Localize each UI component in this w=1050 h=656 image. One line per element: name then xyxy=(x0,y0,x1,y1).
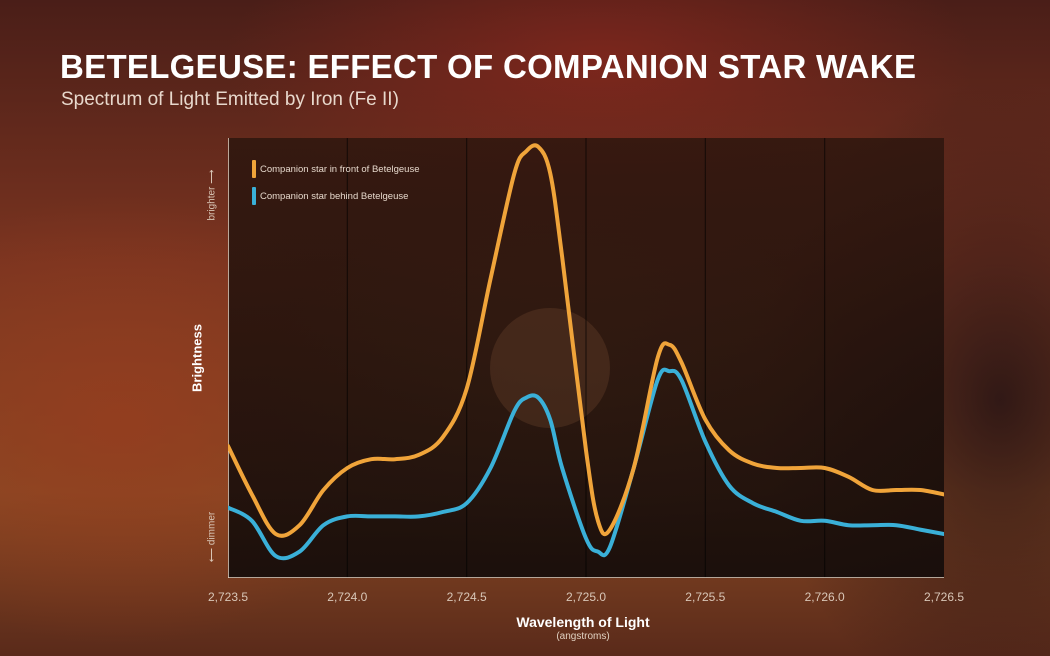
x-tick-label: 2,723.5 xyxy=(207,590,249,604)
chart-title: BETELGEUSE: EFFECT OF COMPANION STAR WAK… xyxy=(60,48,917,85)
y-low-text: dimmer xyxy=(206,511,218,546)
legend-item-front: Companion star in front of Betelgeuse xyxy=(252,160,419,178)
legend-item-behind: Companion star behind Betelgeuse xyxy=(252,187,408,205)
legend-swatch-orange xyxy=(252,160,256,178)
y-low-label: ⟵ dimmer xyxy=(206,511,218,563)
x-tick-label: 2,724.5 xyxy=(446,590,487,604)
x-tick-label: 2,726.5 xyxy=(923,590,965,604)
chart-subtitle: Spectrum of Light Emitted by Iron (Fe II… xyxy=(61,89,399,110)
chart-svg xyxy=(228,138,944,578)
series-line-front xyxy=(228,143,944,538)
x-tick-label: 2,726.0 xyxy=(804,590,845,604)
x-tick-label: 2,725.0 xyxy=(565,590,607,604)
x-tick-label: 2,724.0 xyxy=(327,590,368,604)
legend-label: Companion star in front of Betelgeuse xyxy=(260,163,420,175)
plot-area xyxy=(228,138,944,578)
x-axis-label: Wavelength of Light xyxy=(516,614,650,630)
y-high-label: brighter ⟶ xyxy=(206,169,218,221)
x-axis-unit: (angstroms) xyxy=(556,631,610,642)
series-line-behind xyxy=(228,367,944,561)
legend-label: Companion star behind Betelgeuse xyxy=(260,190,409,202)
y-high-text: brighter xyxy=(206,186,218,221)
star-image xyxy=(490,308,610,428)
y-axis-label: Brightness xyxy=(189,324,205,392)
legend-swatch-blue xyxy=(252,187,256,205)
x-tick-label: 2,725.5 xyxy=(685,590,726,604)
